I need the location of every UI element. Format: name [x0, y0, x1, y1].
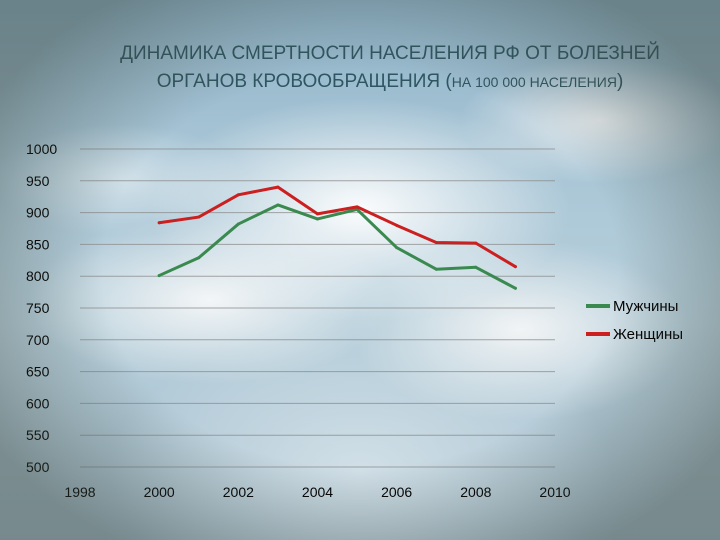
chart-title-line2-main: ОРГАНОВ КРОВООБРАЩЕНИЯ ( — [156, 71, 452, 92]
point-s1-2002 — [236, 193, 240, 197]
point-s1-2007 — [434, 240, 438, 244]
point-s1-2005 — [355, 205, 359, 209]
x-tick-2008: 2008 — [460, 484, 491, 500]
chart-title-line2: ОРГАНОВ КРОВООБРАЩЕНИЯ (НА 100 000 НАСЕЛ… — [80, 68, 700, 96]
series-line-0 — [157, 203, 517, 290]
point-s1-2009 — [513, 265, 517, 269]
series-line-1 — [157, 185, 517, 269]
x-tick-2010: 2010 — [539, 484, 570, 500]
point-s0-2000 — [157, 274, 161, 278]
x-tick-1998: 1998 — [64, 484, 95, 500]
chart-series — [157, 185, 517, 290]
x-tick-2006: 2006 — [381, 484, 412, 500]
y-tick-800: 800 — [26, 268, 50, 284]
point-s1-2006 — [395, 223, 399, 227]
y-tick-600: 600 — [26, 395, 50, 411]
chart-title-line2-small: НА 100 000 НАСЕЛЕНИЯ — [451, 74, 617, 90]
y-tick-900: 900 — [26, 205, 50, 221]
y-axis-ticks: 500 550 600 650 700 750 800 850 900 950 1000 — [26, 141, 57, 475]
y-tick-1000: 1000 — [26, 141, 57, 157]
chart-legend: Мужчины Женщины — [586, 298, 683, 343]
point-s1-2008 — [474, 241, 478, 245]
point-s1-2000 — [157, 221, 161, 225]
point-s0-2004 — [316, 217, 319, 221]
chart-title: ДИНАМИКА СМЕРТНОСТИ НАСЕЛЕНИЯ РФ ОТ БОЛЕ… — [80, 40, 700, 96]
legend-label-0: Мужчины — [613, 298, 678, 315]
y-tick-650: 650 — [26, 364, 50, 380]
point-s0-2001 — [197, 256, 201, 260]
point-s0-2003 — [276, 203, 280, 207]
x-tick-2000: 2000 — [144, 484, 175, 500]
point-s0-2008 — [474, 265, 478, 269]
y-tick-500: 500 — [26, 459, 50, 475]
y-tick-550: 550 — [26, 427, 50, 443]
chart-title-line2-end: ) — [616, 71, 624, 92]
y-tick-750: 750 — [26, 300, 50, 316]
x-tick-2004: 2004 — [302, 484, 333, 500]
chart-title-line1: ДИНАМИКА СМЕРТНОСТИ НАСЕЛЕНИЯ РФ ОТ БОЛЕ… — [120, 43, 660, 64]
chart-grid — [80, 148, 555, 468]
point-s1-2001 — [197, 215, 201, 219]
x-tick-2002: 2002 — [223, 484, 254, 500]
x-axis-ticks: 1998 2000 2002 2004 2006 2008 2010 — [64, 484, 570, 500]
point-s0-2009 — [513, 286, 517, 290]
y-tick-850: 850 — [26, 236, 50, 252]
legend-label-1: Женщины — [613, 326, 683, 343]
y-tick-700: 700 — [26, 332, 50, 348]
point-s1-2003 — [276, 185, 280, 189]
y-tick-950: 950 — [26, 173, 50, 189]
point-s0-2007 — [434, 267, 438, 271]
point-s0-2006 — [395, 246, 399, 250]
point-s1-2004 — [316, 212, 319, 216]
point-s0-2002 — [236, 222, 240, 226]
